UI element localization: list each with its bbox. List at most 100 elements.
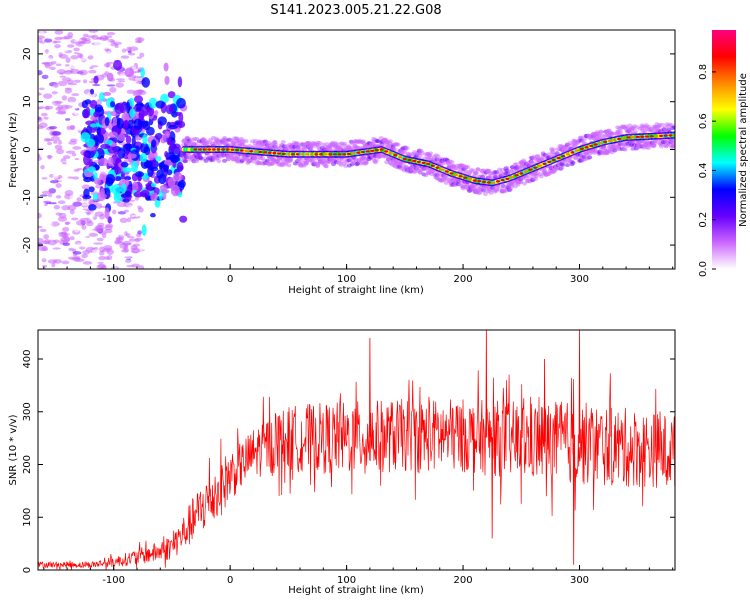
spectrogram-noise-blob [39,228,47,233]
spectrogram-ridge-peak [598,141,603,145]
spectrogram-noise-blob [81,224,87,230]
spectrogram-noise-blob [72,176,80,180]
spectrogram-noise-blob [134,196,139,201]
spectrogram-noise-blob [73,226,80,233]
spectrogram-noise-blob [57,80,68,87]
spectrogram-halo [193,142,199,147]
spectrogram-noise-blob [109,261,117,265]
spectrogram-noise-blob [94,211,105,217]
spectrogram-ridge-peak [579,147,584,150]
spectrogram-noise-blob [88,69,97,74]
spectrogram-ridge-peak [468,177,473,181]
spectrogram-y-axis: -20 -10 0 10 20 [22,48,675,253]
spectrogram-ridge-peak [384,150,389,153]
colorbar-tick-label: 0.4 [698,162,709,178]
spectrogram-ridge-peak [235,148,240,152]
spectrogram-scatter-blob [169,140,175,153]
spectrogram-noise-blob [54,144,63,150]
spectrogram-noise-blob [88,232,98,237]
spectrogram-noise-blob [56,91,63,98]
spectrogram-ridge-peak [654,134,659,138]
spectrogram-ridge-peak [486,181,491,184]
spectrogram-scatter-blob [112,116,118,127]
spectrogram-noise-blob [69,65,77,69]
spectrogram-noise-blob [42,179,51,185]
spectrogram-scatter-blob [120,174,126,180]
colorbar-tick-label: 0.2 [698,212,709,228]
spectrogram-scatter-blob [114,176,122,182]
spectrogram-noise-blob [64,64,70,67]
spectrogram-noise-blob [106,84,116,87]
spectrogram-scatter-blob [171,156,181,163]
spectrogram-ridge-peak [491,181,496,184]
spectrogram-scatter-blob [135,106,142,112]
spectrogram-noise-blob [74,258,85,263]
spectrogram-noise-blob [72,146,82,150]
spectrogram-scatter-blob [165,104,174,115]
spectrogram-ridge-peak [211,148,216,151]
spectrogram-ridge-peak [263,151,268,154]
spectrogram-ridge-peak [281,152,286,156]
spectrogram-noise-blob [74,157,80,161]
spectrogram-scatter-blob [133,95,144,104]
spectrogram-scatter-blob [160,189,170,194]
spectrogram-scatter-blob [100,194,107,199]
spectrogram-ridge-peak [505,177,510,181]
spectrogram-scatter-blob [108,131,118,138]
spectrogram-noise-blob [61,77,72,82]
spectrogram-ridge-peak [239,149,244,152]
snr-x-tick-label: -100 [102,575,125,586]
snr-y-tick-label: 0 [22,567,33,573]
spectrogram-noise-blob [99,250,105,256]
spectrogram-ridge-peak [207,148,212,151]
spectrogram-ridge-peak [440,168,445,171]
snr-x-tick-label: 0 [227,575,233,586]
spectrogram-noise-blob [68,247,75,252]
spectrogram-halo [182,159,188,164]
spectrogram-halo [232,142,238,147]
spectrogram-noise-blob [64,87,73,90]
spectrogram-scatter-blob [107,156,114,167]
spectrogram-halo [477,190,483,195]
spectrogram-scatter-blob [93,111,100,118]
colorbar-axis: 0.0 0.2 0.4 0.6 0.8 [698,64,716,277]
spectrogram-noise-blob [76,197,82,202]
spectrogram-scatter-blob [92,193,98,201]
spectrogram-x-label: Height of straight line (km) [288,285,424,296]
spectrogram-noise-blob [96,68,106,74]
spectrogram-noise-blob [80,241,87,248]
spectrogram-noise-blob [69,236,75,241]
spectrogram-scatter-blob [107,216,112,224]
spectrogram-noise-blob [40,165,45,170]
spectrogram-scatter-blob [89,123,98,128]
spectrogram-scatter-blob [150,182,157,188]
spectrogram-ridge-peak [542,162,547,166]
spectrogram-noise-blob [65,118,71,121]
spectrogram-halo [610,131,616,136]
spectrogram-scatter-blob [157,116,167,126]
spectrogram-scatter-blob [117,133,126,142]
spectrogram-noise-blob [61,260,70,265]
spectrogram-ridge-peak [356,151,361,154]
spectrogram-ridge-peak [360,150,365,154]
spectrogram-halo [427,151,433,156]
spectrogram-ridge-peak [230,148,235,151]
spectrogram-noise-blob [38,92,42,96]
spectrogram-halo [222,158,228,163]
spectrogram-ridge-peak [314,153,319,156]
spectrogram-noise-blob [71,217,79,221]
spectrogram-scatter-blob [139,152,148,163]
spectrogram-noise-blob [86,219,92,224]
spectrogram-noise-blob [47,193,53,198]
spectrogram-ridge-peak [509,176,514,179]
spectrogram-noise-blob [47,141,53,146]
spectrogram-noise-blob [38,225,43,229]
spectrogram-scatter-blob [83,177,92,183]
spectrogram-scatter-blob [106,72,114,82]
spectrogram-ridge-peak [626,136,631,139]
spectrogram-ridge-peak [495,180,500,183]
spectrogram-ridge-peak [645,135,650,138]
spectrogram-noise-blob [103,245,113,250]
spectrogram-ridge-peak [216,148,221,151]
